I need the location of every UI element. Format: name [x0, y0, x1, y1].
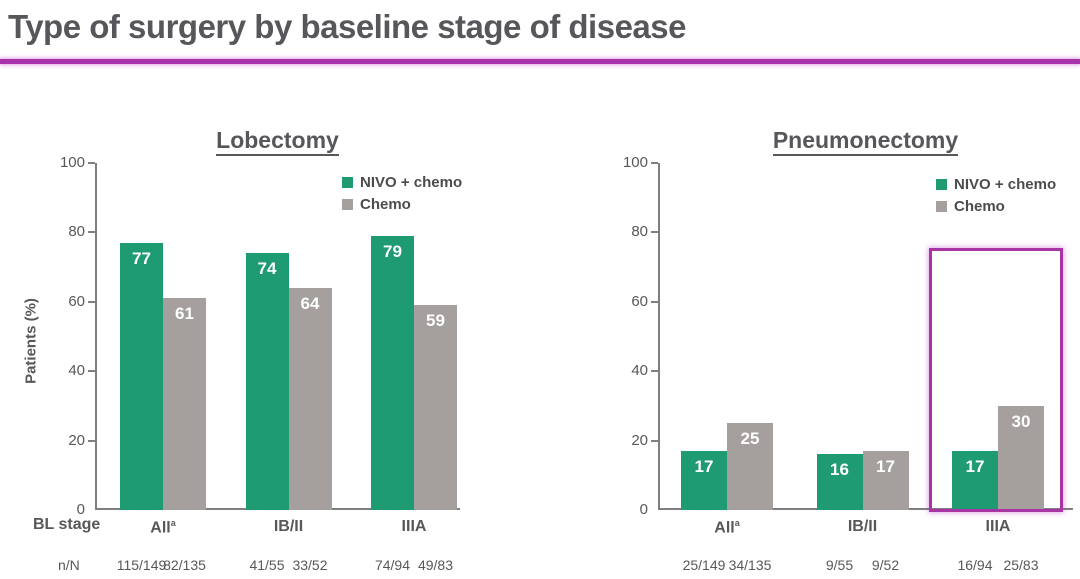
- bar-chemo: 61: [163, 298, 206, 510]
- bar-nivo-chemo: 17: [952, 451, 998, 510]
- y-tick-label: 100: [59, 154, 85, 171]
- y-tick-label: 40: [68, 362, 85, 380]
- page-title: Type of surgery by baseline stage of dis…: [8, 8, 686, 45]
- bar-chemo: 25: [727, 423, 773, 510]
- legend-swatch-icon: [342, 177, 353, 188]
- n-over-N-value: 74/94: [374, 557, 411, 573]
- bar-value-label: 64: [300, 293, 320, 313]
- legend-item: NIVO + chemo: [342, 174, 462, 191]
- n-over-N-value: 16/94: [957, 557, 993, 573]
- y-tick-mark: [651, 439, 658, 442]
- category-label: IIIA: [401, 518, 427, 535]
- n-over-N-value: 82/135: [163, 557, 206, 573]
- y-tick-mark: [651, 162, 658, 164]
- title-divider: [0, 59, 1080, 64]
- y-tick-mark: [88, 439, 95, 442]
- highlight-box-iiia: [929, 248, 1063, 512]
- bar-value-label: 30: [1011, 411, 1031, 431]
- bar-nivo-chemo: 17: [681, 451, 727, 510]
- n-over-N-value: 115/149: [116, 557, 167, 573]
- legend-swatch-icon: [936, 179, 947, 190]
- bar-value-label: 17: [965, 457, 985, 476]
- y-tick-mark: [88, 370, 95, 373]
- y-tick-label: 80: [68, 223, 85, 241]
- y-tick-mark: [88, 231, 95, 234]
- bar-value-label: 16: [830, 460, 849, 480]
- legend: NIVO + chemo Chemo: [342, 174, 462, 218]
- chart-title: Lobectomy: [35, 127, 520, 156]
- legend-label: Chemo: [360, 196, 411, 213]
- y-tick-label: 60: [631, 292, 648, 310]
- chart-title-text: Lobectomy: [216, 127, 339, 156]
- y-tick-mark: [88, 162, 95, 164]
- bar-chemo: 59: [414, 305, 457, 510]
- y-tick-label: 80: [631, 223, 648, 241]
- bar-value-label: 61: [175, 304, 194, 324]
- legend-swatch-icon: [342, 199, 353, 210]
- category-label: IB/II: [847, 518, 878, 535]
- category-label: IIIA: [985, 518, 1011, 535]
- y-tick-mark: [88, 300, 95, 303]
- n-over-N-value: 25/149: [682, 557, 726, 573]
- y-tick-label: 100: [622, 154, 648, 171]
- y-tick-label: 60: [68, 292, 85, 310]
- bar-value-label: 74: [257, 259, 277, 279]
- legend-item: Chemo: [936, 198, 1056, 215]
- category-label: Alla: [150, 518, 176, 537]
- y-tick-label: 0: [76, 501, 85, 518]
- category-label: IB/II: [273, 518, 304, 535]
- y-tick-mark: [651, 370, 658, 373]
- y-tick-label: 0: [639, 501, 648, 518]
- bar-value-label: 17: [876, 457, 895, 476]
- y-tick-label: 40: [631, 362, 648, 380]
- legend-label: Chemo: [954, 198, 1005, 215]
- bar-nivo-chemo: 77: [120, 242, 163, 510]
- n-over-N-label: n/N: [58, 557, 80, 573]
- legend: NIVO + chemo Chemo: [936, 176, 1056, 220]
- chart-title-text: Pneumonectomy: [772, 127, 959, 156]
- bar-value-label: 79: [383, 241, 402, 261]
- bar-nivo-chemo: 16: [816, 454, 863, 510]
- bar-value-label: 17: [694, 457, 714, 476]
- bl-stage-label: BL stage: [33, 516, 101, 533]
- bar-chemo: 17: [862, 451, 909, 510]
- n-over-N-value: 9/52: [871, 557, 900, 573]
- n-over-N-value: 49/83: [417, 557, 454, 573]
- n-over-N-value: 34/135: [728, 557, 772, 573]
- bar-value-label: 25: [740, 429, 760, 449]
- bar-nivo-chemo: 74: [245, 253, 289, 510]
- bar-value-label: 77: [132, 248, 151, 268]
- bar-chemo: 64: [288, 287, 332, 510]
- y-tick-label: 20: [68, 431, 85, 449]
- legend-label: NIVO + chemo: [954, 176, 1057, 193]
- bar-nivo-chemo: 79: [371, 235, 414, 510]
- bar-chemo: 30: [998, 405, 1044, 510]
- legend-swatch-icon: [936, 201, 947, 212]
- n-over-N-value: 25/83: [1003, 557, 1039, 573]
- n-over-N-value: 33/52: [292, 557, 328, 573]
- n-over-N-value: 41/55: [249, 557, 285, 573]
- chart-title: Pneumonectomy: [598, 127, 1080, 156]
- y-tick-mark: [651, 300, 658, 303]
- category-label: Alla: [714, 518, 740, 537]
- legend-item: Chemo: [342, 196, 462, 213]
- bar-value-label: 59: [426, 311, 445, 331]
- legend-label: NIVO + chemo: [360, 174, 463, 191]
- n-over-N-value: 9/55: [825, 557, 854, 573]
- y-tick-label: 20: [631, 431, 648, 449]
- legend-item: NIVO + chemo: [936, 176, 1056, 193]
- y-tick-mark: [651, 231, 658, 234]
